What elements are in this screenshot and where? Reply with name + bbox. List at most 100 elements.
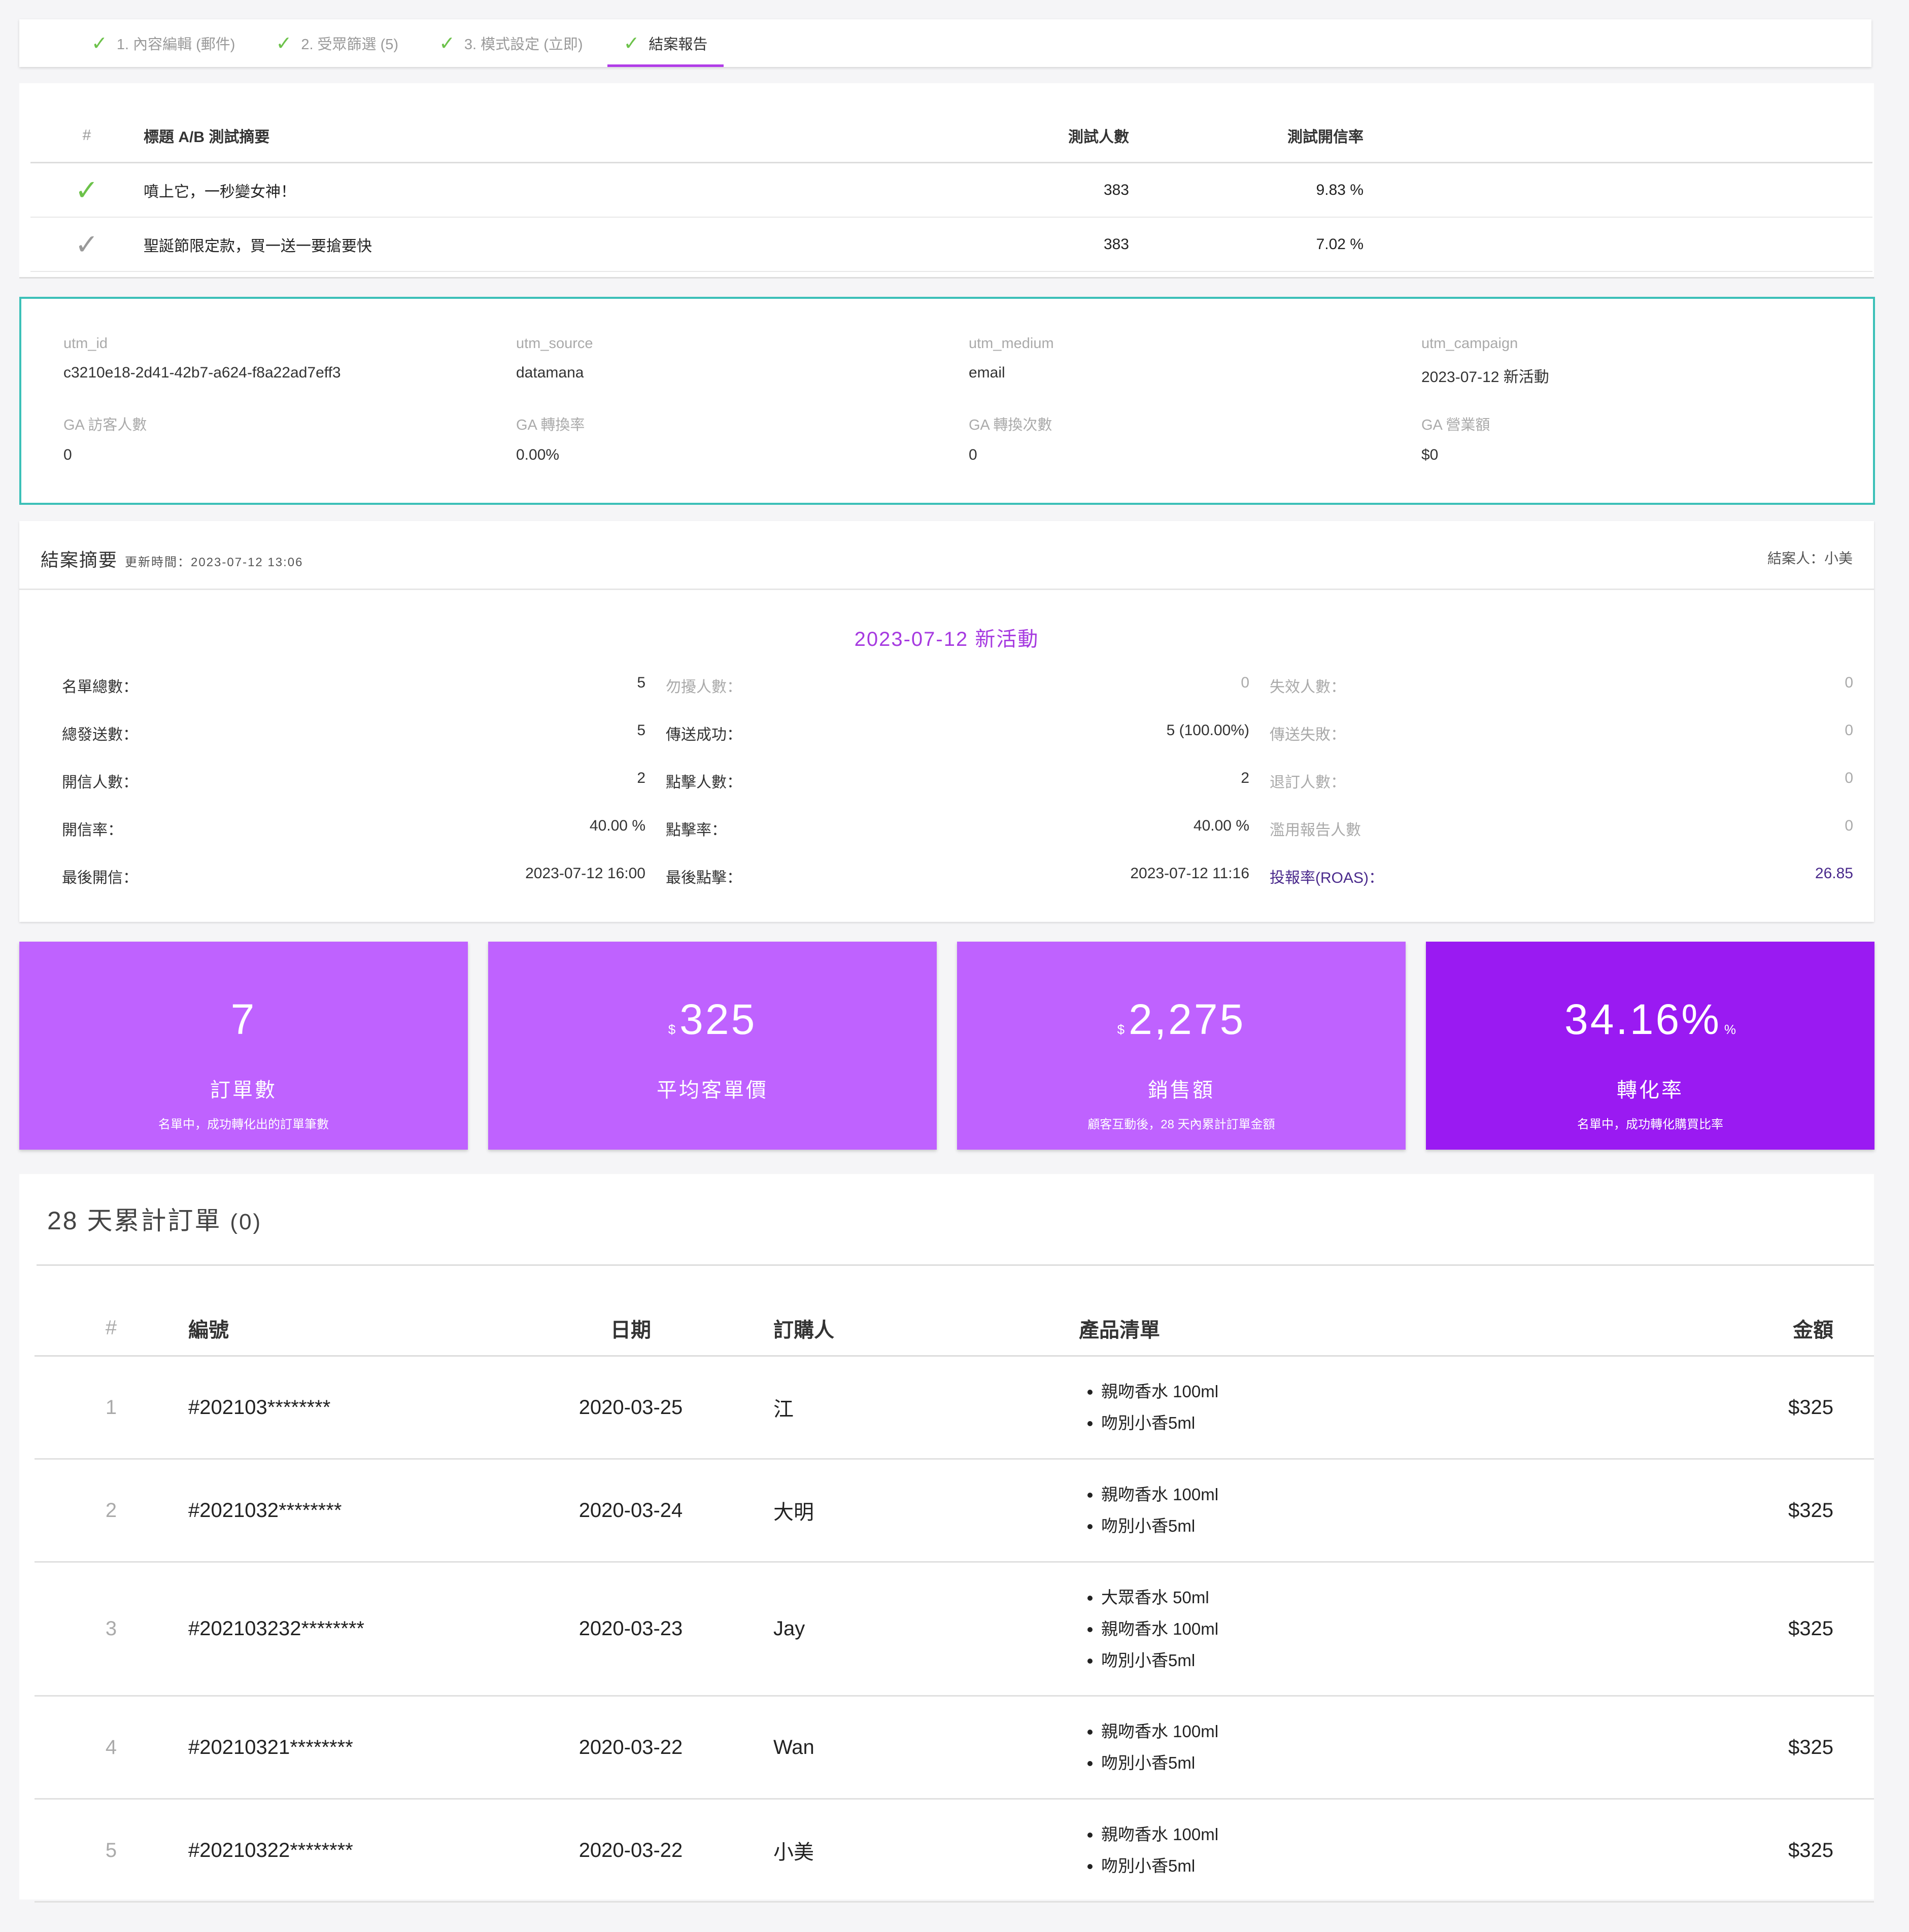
ab-count: 383 (956, 162, 1130, 218)
product-item: 吻別小香5ml (1101, 1747, 1680, 1779)
field-label: utm_id (63, 335, 108, 352)
field-label: GA 轉換次數 (969, 417, 1052, 433)
step-content-edit[interactable]: ✓ 1. 內容編輯 (郵件) (75, 19, 251, 67)
orders-count: (0) (230, 1210, 262, 1234)
step-mode-settings[interactable]: ✓ 3. 模式設定 (立即) (423, 19, 599, 67)
ab-rate: 7.02 % (1130, 217, 1364, 272)
metric-value: 0 (1845, 817, 1853, 834)
summary-metrics: 名單總數： 5 勿擾人數： 0 失效人數： 0 總發送數： 5 傳送成功： 5 (100.… (62, 674, 1853, 913)
summary-closer: 結案人：小美 (1767, 550, 1853, 566)
step-final-report[interactable]: ✓ 結案報告 (607, 19, 724, 67)
utm-grid: utm_id c3210e18-2d41-42b7-a624-f8a22ad7e… (63, 335, 1839, 464)
metric-label: 名單總數： (62, 679, 138, 696)
metric-unsubscribed: 退訂人數： 0 (1270, 770, 1853, 817)
row-index: 1 (35, 1356, 188, 1460)
metric-label: 失效人數： (1270, 679, 1346, 696)
check-icon: ✓ (439, 32, 455, 54)
col-date: 日期 (544, 1301, 718, 1357)
metric-open-rate: 開信率： 40.00 % (62, 817, 645, 865)
field-label: GA 訪客人數 (63, 417, 147, 433)
row-index: 2 (35, 1459, 188, 1563)
col-test-open-rate: 測試開信率 (1130, 109, 1364, 163)
order-products: 親吻香水 100ml 吻別小香5ml (1078, 1356, 1681, 1460)
order-date: 2020-03-22 (544, 1799, 718, 1903)
field-value: 0.00% (516, 446, 560, 463)
order-buyer: 大明 (718, 1459, 1078, 1563)
kpi-sublabel: 名單中，成功轉化購買比率 (1577, 1118, 1723, 1131)
metric-label: 投報率(ROAS)： (1270, 870, 1384, 886)
order-products: 親吻香水 100ml 吻別小香5ml (1078, 1799, 1681, 1903)
orders-card: 28 天累計訂單 (0) # 編號 日期 訂購人 產品清單 金額 1 #2021… (19, 1174, 1874, 1903)
ab-rate: 9.83 % (1130, 162, 1364, 218)
field-value: c3210e18-2d41-42b7-a624-f8a22ad7eff3 (63, 364, 341, 381)
metric-last-open: 最後開信： 2023-07-12 16:00 (62, 865, 645, 913)
metric-value: 5 (637, 722, 645, 739)
order-id: #20210321******** (188, 1696, 544, 1800)
field-value: datamana (516, 364, 584, 381)
table-row: 3 #202103232******** 2020-03-23 Jay 大眾香水… (35, 1562, 1874, 1697)
row-index: 3 (35, 1562, 188, 1697)
row-index: 4 (35, 1696, 188, 1800)
metric-label: 傳送失敗： (1270, 727, 1346, 743)
metric-value: 0 (1241, 674, 1249, 691)
summary-title-text: 結案摘要 (41, 549, 118, 570)
utm-medium-field: utm_medium email (969, 335, 1421, 387)
summary-title: 結案摘要 更新時間：2023-07-12 13:06 (41, 545, 303, 572)
product-item: 大眾香水 50ml (1101, 1582, 1680, 1613)
field-value: 2023-07-12 新活動 (1421, 369, 1549, 386)
metric-abuse-reports: 濫用報告人數 0 (1270, 817, 1853, 865)
metric-value: 5 (637, 674, 645, 691)
table-row: ✓ 噴上它，一秒變女神！ 383 9.83 % (30, 162, 1872, 218)
order-products: 親吻香水 100ml 吻別小香5ml (1078, 1459, 1681, 1563)
order-date: 2020-03-22 (544, 1696, 718, 1800)
step-audience-filter[interactable]: ✓ 2. 受眾篩選 (5) (259, 19, 415, 67)
ga-visitors-field: GA 訪客人數 0 (63, 413, 516, 464)
field-label: utm_source (516, 335, 593, 352)
field-value: email (969, 364, 1005, 381)
metric-value: 5 (100.00%) (1166, 722, 1249, 739)
step-label: 2. 受眾篩選 (5) (301, 37, 399, 53)
field-value: $0 (1421, 446, 1439, 463)
order-buyer: 小美 (718, 1799, 1078, 1903)
metric-value: 26.85 (1815, 865, 1853, 882)
metric-delivered: 傳送成功： 5 (100.00%) (666, 722, 1249, 770)
metric-value: 0 (1845, 770, 1853, 786)
field-label: utm_medium (969, 335, 1054, 352)
currency-symbol: $ (668, 1022, 676, 1037)
order-date: 2020-03-23 (544, 1562, 718, 1697)
col-hash: # (30, 109, 143, 163)
metric-value: 2023-07-12 11:16 (1130, 865, 1249, 882)
order-id: #202103******** (188, 1356, 544, 1460)
loser-check-icon: ✓ (30, 217, 143, 272)
metric-total-sent: 總發送數： 5 (62, 722, 645, 770)
order-date: 2020-03-25 (544, 1356, 718, 1460)
field-label: GA 營業額 (1421, 417, 1490, 433)
kpi-sublabel: 名單中，成功轉化出的訂單筆數 (158, 1118, 329, 1131)
metric-openers: 開信人數： 2 (62, 770, 645, 817)
col-products: 產品清單 (1078, 1301, 1681, 1357)
col-amount: 金額 (1681, 1301, 1874, 1357)
metric-click-rate: 點擊率： 40.00 % (666, 817, 1249, 865)
kpi-value: 7 (230, 995, 257, 1043)
table-row: 5 #20210322******** 2020-03-22 小美 親吻香水 1… (35, 1799, 1874, 1903)
ab-title: 聖誕節限定款，買一送一要搶要快 (143, 217, 956, 272)
product-item: 親吻香水 100ml (1101, 1613, 1680, 1645)
kpi-value: 34.16%% (1564, 995, 1736, 1043)
order-products: 大眾香水 50ml 親吻香水 100ml 吻別小香5ml (1078, 1562, 1681, 1697)
order-buyer: Wan (718, 1696, 1078, 1800)
col-test-count: 測試人數 (956, 109, 1130, 163)
col-buyer: 訂購人 (718, 1301, 1078, 1357)
ab-title: 噴上它，一秒變女神！ (143, 162, 956, 218)
check-icon: ✓ (91, 32, 108, 54)
order-buyer: Jay (718, 1562, 1078, 1697)
metric-label: 總發送數： (62, 727, 138, 743)
check-icon: ✓ (276, 32, 292, 54)
order-amount: $325 (1681, 1562, 1874, 1697)
metric-label: 傳送成功： (666, 727, 742, 743)
table-row: 2 #2021032******** 2020-03-24 大明 親吻香水 10… (35, 1459, 1874, 1563)
order-amount: $325 (1681, 1799, 1874, 1903)
orders-table: # 編號 日期 訂購人 產品清單 金額 1 #202103******** 20… (35, 1301, 1874, 1903)
table-row: ✓ 聖誕節限定款，買一送一要搶要快 383 7.02 % (30, 217, 1872, 272)
row-index: 5 (35, 1799, 188, 1903)
